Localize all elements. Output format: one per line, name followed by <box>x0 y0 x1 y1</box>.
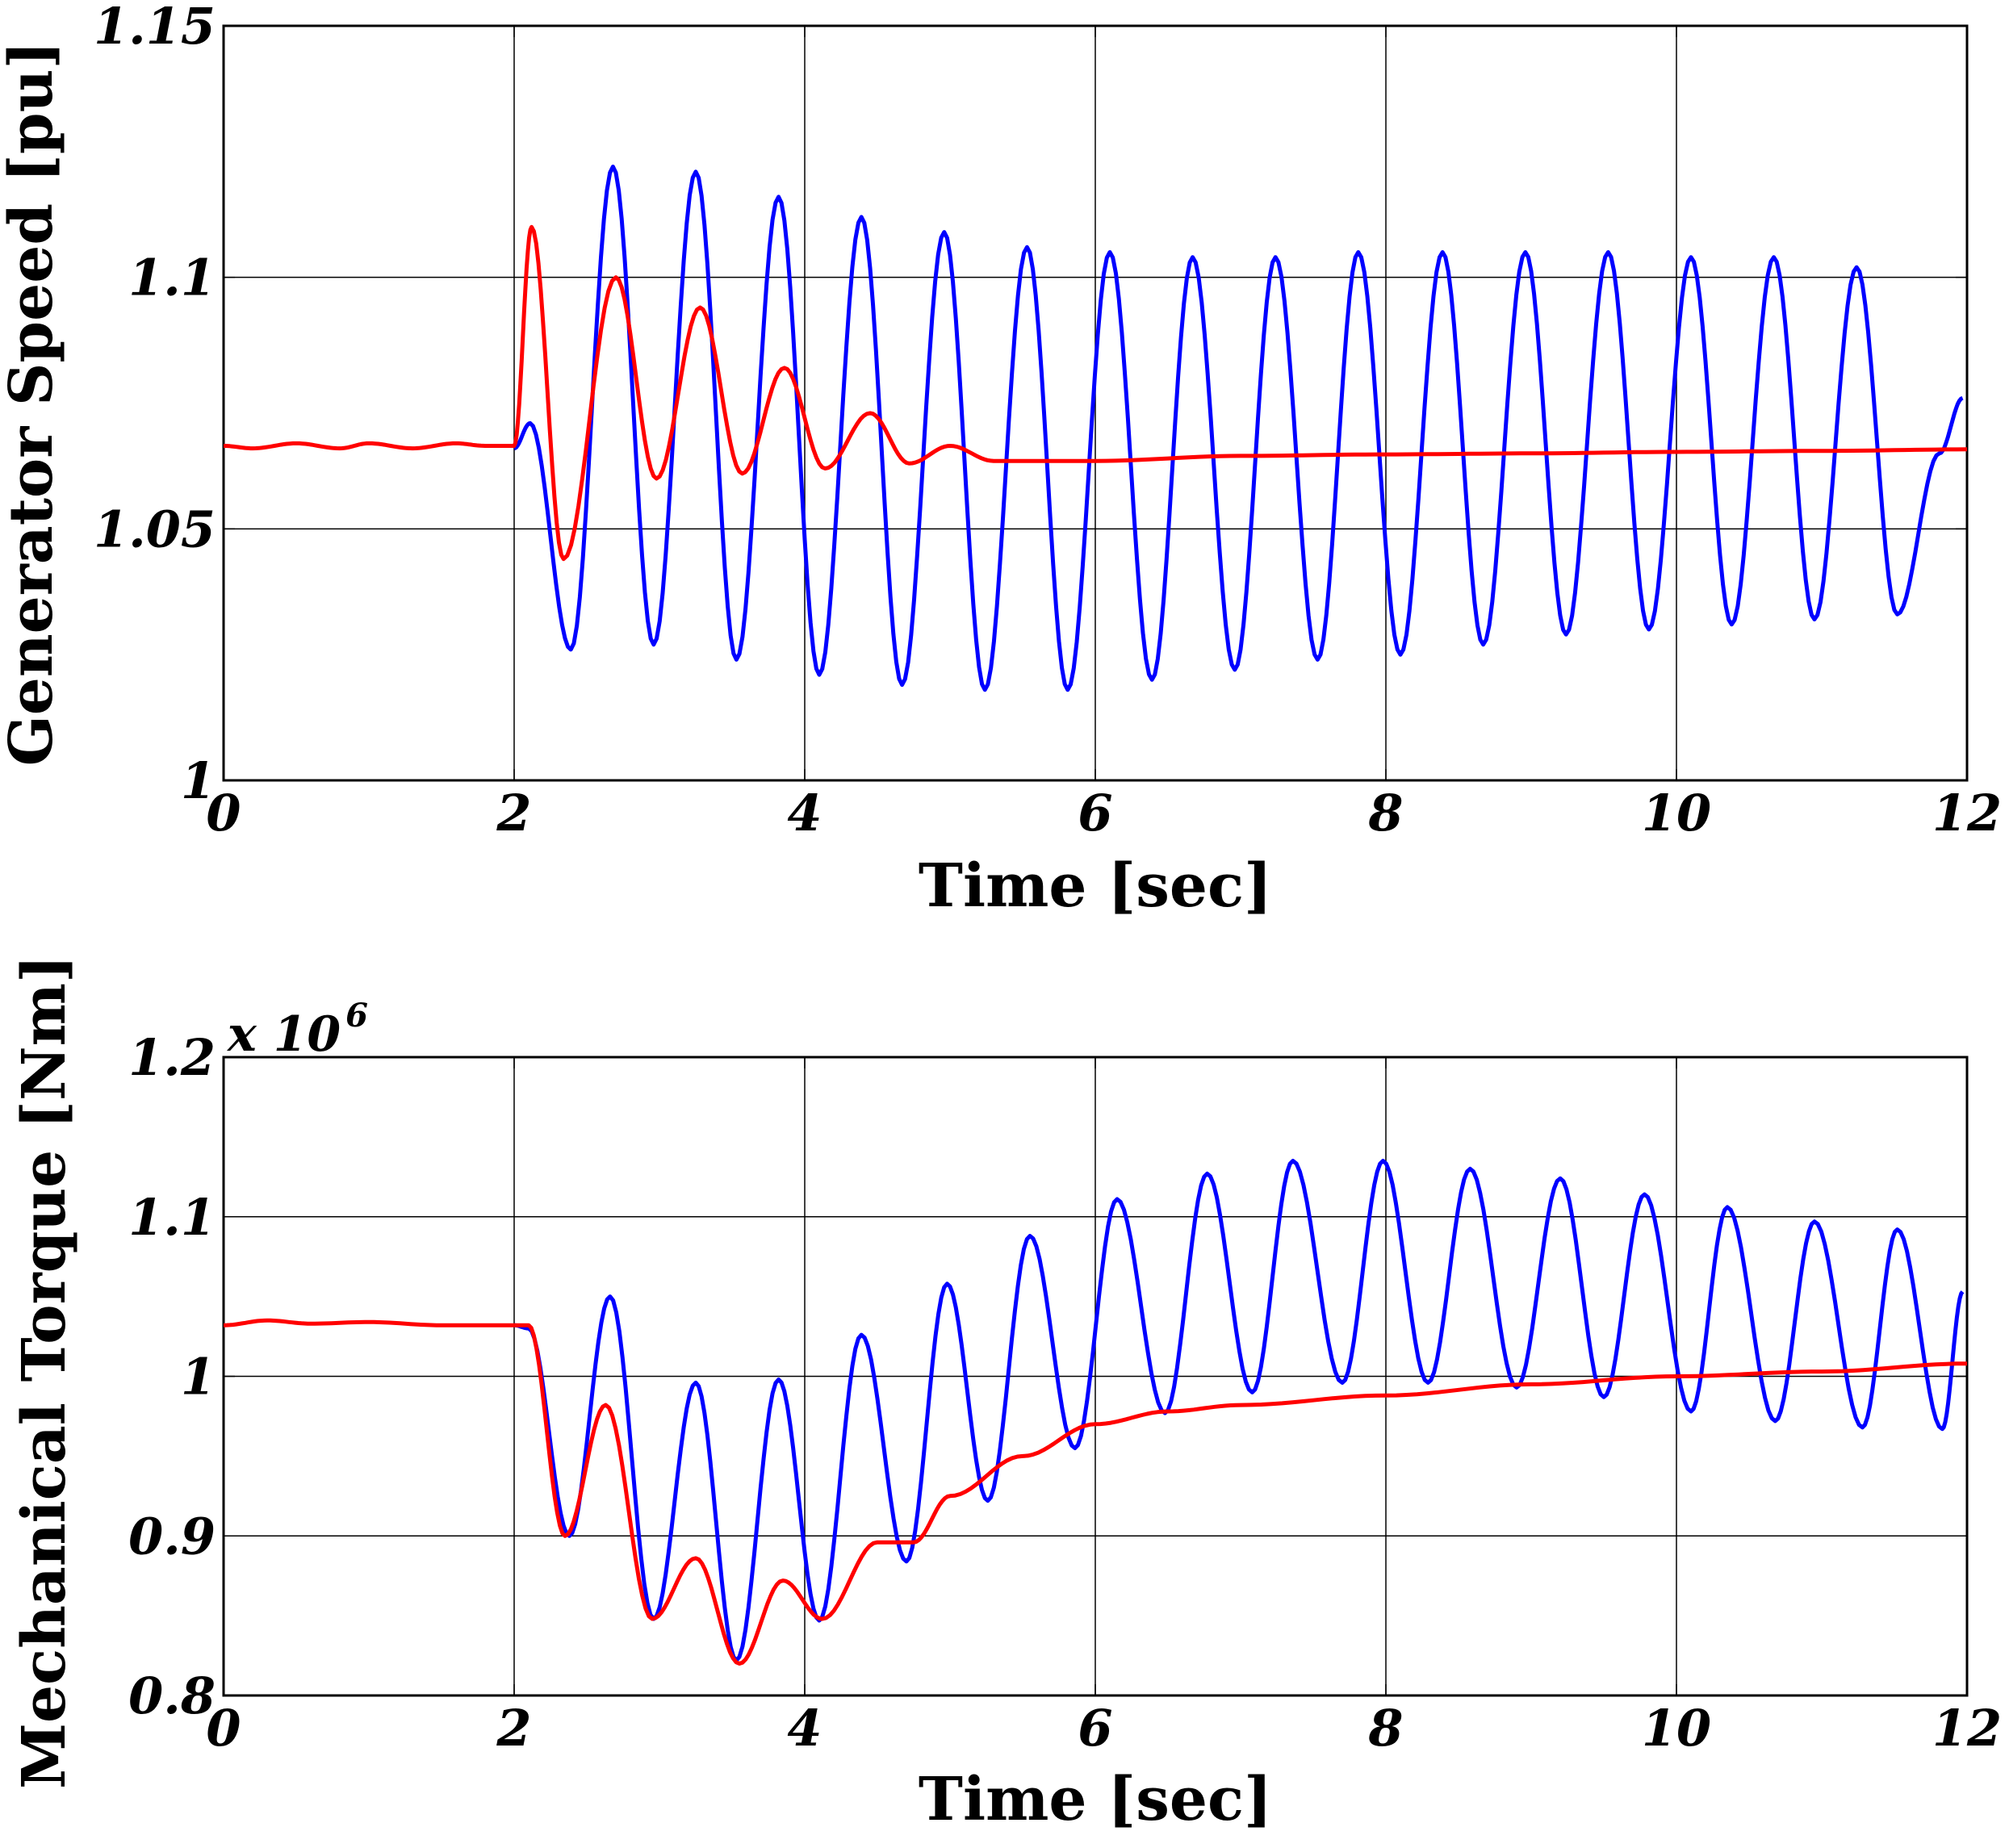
y-tick-label: 1.1 <box>128 249 216 307</box>
x-tick-label: 4 <box>787 1699 822 1758</box>
y-tick-label: 1 <box>181 1348 216 1407</box>
y-tick-label: 0.8 <box>128 1666 216 1725</box>
y-axis-label-top: Generator Speed [pu] <box>0 41 66 767</box>
x-tick-label: 0 <box>206 1699 241 1758</box>
y-tick-label: 0.9 <box>128 1507 216 1566</box>
series-line-blue <box>513 165 1964 692</box>
x-axis-label-bottom: Time [sec] <box>919 1765 1272 1834</box>
y-tick-label: 1.2 <box>128 1028 216 1087</box>
x-tick-label: 2 <box>496 784 531 842</box>
x-axis-label-top: Time [sec] <box>919 851 1272 921</box>
y-tick-label: 1.1 <box>128 1188 216 1247</box>
y-axis-label-bottom: Mechanical Torque [Nm] <box>10 955 79 1789</box>
y-tick-label: 1 <box>181 751 216 810</box>
series-line-red <box>224 224 1968 562</box>
x-tick-label: 4 <box>787 784 822 842</box>
x-tick-label: 0 <box>206 784 241 842</box>
y-tick-label: 1.15 <box>94 0 216 56</box>
x-tick-label: 8 <box>1367 1699 1403 1758</box>
chart-top: 0 2 4 6 8 10 12 1 1.05 1.1 1.15 Time [sec] Generat… <box>0 0 2002 921</box>
y-multiplier-base: x 10 <box>226 1006 341 1063</box>
x-tick-label: 12 <box>1932 784 2002 842</box>
x-tick-label: 10 <box>1642 1699 1711 1758</box>
x-tick-label: 8 <box>1367 784 1403 842</box>
chart-bottom: 0 2 4 6 8 10 120.80.911.11.2 x 10 6 Time [sec] … <box>10 955 2002 1834</box>
x-tick-label: 10 <box>1642 784 1711 842</box>
y-tick-label: 1.05 <box>94 500 216 558</box>
x-tick-label: 6 <box>1078 1699 1112 1758</box>
series-line-red <box>223 1318 1968 1666</box>
y-multiplier-exponent: 6 <box>345 997 368 1035</box>
y-multiplier: x 10 6 <box>226 997 368 1063</box>
series-line-blue <box>513 1159 1965 1662</box>
x-tick-label: 2 <box>496 1699 531 1758</box>
x-tick-label: 12 <box>1932 1699 2002 1758</box>
x-tick-label: 6 <box>1078 784 1112 842</box>
